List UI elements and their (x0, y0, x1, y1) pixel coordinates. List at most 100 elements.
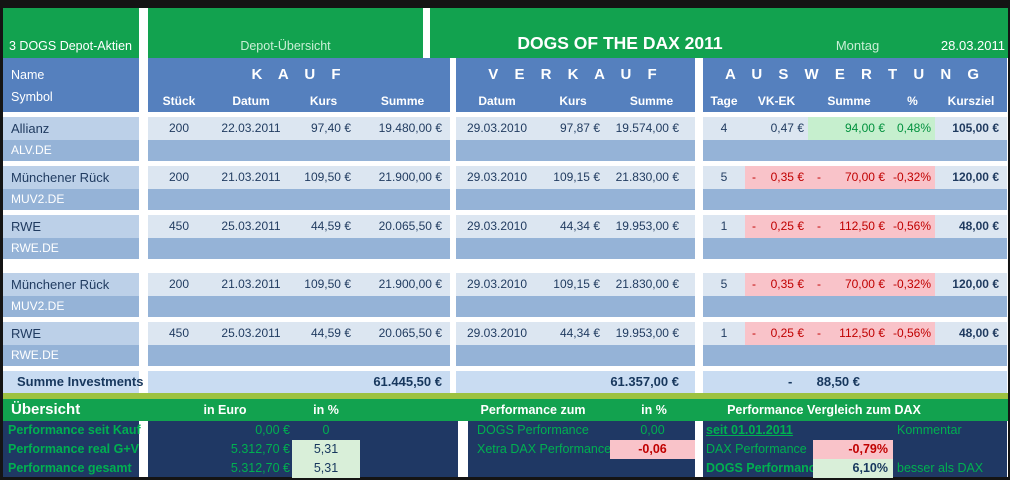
cell-ticker-symbol[interactable]: RWE.DE (11, 348, 59, 362)
main-title-cell[interactable]: DOGS OF THE DAX 2011 Montag 28.03.2011 (430, 8, 1008, 58)
cell-kauf-datum[interactable]: 25.03.2011 (221, 326, 281, 340)
dax-performance-label[interactable]: DAX Performance (706, 442, 807, 456)
cell-tage[interactable]: 1 (720, 219, 728, 233)
dogs-performance-label[interactable]: DOGS Performance (477, 423, 589, 437)
cell-tage[interactable]: 1 (720, 326, 728, 340)
auswertung-section-header[interactable]: A U S W E R T U N G (703, 58, 1007, 112)
cell-pct[interactable]: -0,56% (892, 219, 931, 233)
kauf-section-header[interactable]: K A U F (148, 58, 450, 112)
depot-count-cell[interactable]: 3 DOGS Depot-Aktien (3, 8, 139, 58)
perf-gesamt-euro[interactable]: 5.312,70 € (230, 461, 290, 475)
cell-kursziel[interactable]: 120,00 € (952, 170, 999, 184)
cell-stueck[interactable]: 450 (168, 326, 190, 340)
cell-verkauf-datum[interactable]: 29.03.2010 (466, 219, 528, 233)
perf-gesamt-pct[interactable]: 5,31 (292, 459, 360, 478)
cell-verkauf-datum[interactable]: 29.03.2010 (466, 277, 528, 291)
perf-gesamt-label[interactable]: Performance gesamt (8, 461, 132, 475)
cell-pct[interactable]: -0,32% (892, 170, 931, 184)
cell-verkauf-kurs[interactable]: 44,34 € (559, 219, 600, 233)
summary-verkauf-summe[interactable]: 61.357,00 € (610, 374, 679, 389)
verkauf-section-header[interactable]: V E R K A U F (456, 58, 695, 112)
cell-auswertung-summe[interactable]: - 112,50 € (808, 215, 890, 238)
cell-stock-name[interactable]: RWE (11, 326, 42, 341)
cell-stueck[interactable]: 450 (168, 219, 190, 233)
cell-auswertung-summe[interactable]: - 112,50 € (808, 322, 890, 345)
col-header-tage[interactable]: Tage (710, 94, 738, 108)
cell-kauf-kurs[interactable]: 44,59 € (310, 326, 351, 340)
cell-stock-name[interactable]: Münchener Rück (11, 170, 110, 185)
name-header-cell[interactable]: Name Symbol (3, 58, 139, 112)
cell-kursziel[interactable]: 48,00 € (958, 219, 999, 233)
cell-stock-name[interactable]: Allianz (11, 121, 50, 136)
cell-verkauf-kurs[interactable]: 97,87 € (559, 121, 600, 135)
cell-kauf-summe[interactable]: 19.480,00 € (378, 121, 442, 135)
cell-ticker-symbol[interactable]: MUV2.DE (11, 192, 65, 206)
cell-stueck[interactable]: 200 (168, 170, 190, 184)
cell-ticker-symbol[interactable]: ALV.DE (11, 143, 52, 157)
cell-kauf-kurs[interactable]: 109,50 € (304, 170, 351, 184)
cell-verkauf-datum[interactable]: 29.03.2010 (466, 170, 528, 184)
cell-ticker-symbol[interactable]: RWE.DE (11, 241, 59, 255)
cell-kauf-kurs[interactable]: 109,50 € (304, 277, 351, 291)
cell-vk-ek[interactable]: 0,47 € (745, 117, 808, 140)
cell-vk-ek[interactable]: -0,25 € (745, 215, 808, 238)
cell-vk-ek[interactable]: -0,25 € (745, 322, 808, 345)
cell-kauf-datum[interactable]: 22.03.2011 (221, 121, 281, 135)
dogs-vs-dax-pct[interactable]: 6,10% (813, 459, 893, 478)
since-date-label[interactable]: seit 01.01.2011 (706, 423, 793, 437)
summary-label[interactable]: Summe Investments (17, 374, 144, 389)
cell-verkauf-summe[interactable]: 21.830,00 € (615, 277, 679, 291)
cell-verkauf-summe[interactable]: 19.953,00 € (615, 219, 679, 233)
cell-stock-name[interactable]: Münchener Rück (11, 277, 110, 292)
dogs-vs-dax-label[interactable]: DOGS Performance (706, 461, 823, 475)
perf-real-gv-pct[interactable]: 5,31 (292, 440, 360, 459)
cell-pct[interactable]: -0,32% (892, 277, 931, 291)
col-header-kauf-datum[interactable]: Datum (232, 94, 270, 108)
perf-seit-kauf-euro[interactable]: 0,00 € (255, 423, 290, 437)
cell-verkauf-kurs[interactable]: 109,15 € (553, 277, 600, 291)
cell-auswertung-summe[interactable]: 94,00 € (808, 117, 890, 140)
perf-seit-kauf-label[interactable]: Performance seit Kauf (8, 423, 141, 437)
xetra-dax-performance-pct[interactable]: -0,06 (610, 440, 695, 459)
cell-ticker-symbol[interactable]: MUV2.DE (11, 299, 65, 313)
perf-real-gv-label[interactable]: Performance real G+V (8, 442, 139, 456)
cell-tage[interactable]: 5 (720, 277, 728, 291)
col-header-kauf-summe[interactable]: Summe (380, 94, 425, 108)
cell-tage[interactable]: 5 (720, 170, 728, 184)
summary-auswertung-summe[interactable]: 88,50 € (816, 374, 860, 389)
cell-kursziel[interactable]: 105,00 € (952, 121, 999, 135)
cell-kauf-kurs[interactable]: 44,59 € (310, 219, 351, 233)
perf-real-gv-euro[interactable]: 5.312,70 € (230, 442, 290, 456)
cell-pct[interactable]: 0,48% (896, 121, 931, 135)
col-header-pct[interactable]: % (907, 94, 918, 108)
col-header-verkauf-summe[interactable]: Summe (629, 94, 674, 108)
col-header-stueck[interactable]: Stück (162, 94, 196, 108)
cell-stueck[interactable]: 200 (168, 277, 190, 291)
sheet-title-cell[interactable]: Depot-Übersicht (148, 8, 423, 58)
col-header-vk-ek[interactable]: VK-EK (757, 94, 796, 108)
cell-kauf-summe[interactable]: 20.065,50 € (378, 326, 442, 340)
cell-auswertung-summe[interactable]: - 70,00 € (808, 166, 890, 189)
cell-kursziel[interactable]: 120,00 € (952, 277, 999, 291)
summary-kauf-summe[interactable]: 61.445,50 € (373, 374, 442, 389)
cell-stock-name[interactable]: RWE (11, 219, 42, 234)
cell-kauf-datum[interactable]: 21.03.2011 (221, 170, 281, 184)
cell-verkauf-kurs[interactable]: 44,34 € (559, 326, 600, 340)
cell-verkauf-summe[interactable]: 21.830,00 € (615, 170, 679, 184)
col-header-verkauf-datum[interactable]: Datum (478, 94, 516, 108)
col-header-verkauf-kurs[interactable]: Kurs (559, 94, 587, 108)
cell-verkauf-summe[interactable]: 19.574,00 € (615, 121, 679, 135)
cell-pct[interactable]: -0,56% (892, 326, 931, 340)
dogs-performance-pct[interactable]: 0,00 (640, 423, 665, 437)
dax-performance-pct[interactable]: -0,79% (813, 440, 893, 459)
perf-seit-kauf-pct[interactable]: 0 (322, 423, 330, 437)
cell-tage[interactable]: 4 (720, 121, 728, 135)
cell-verkauf-summe[interactable]: 19.953,00 € (615, 326, 679, 340)
cell-vk-ek[interactable]: -0,35 € (745, 166, 808, 189)
cell-kauf-datum[interactable]: 21.03.2011 (221, 277, 281, 291)
cell-stueck[interactable]: 200 (168, 121, 190, 135)
cell-kursziel[interactable]: 48,00 € (958, 326, 999, 340)
cell-verkauf-kurs[interactable]: 109,15 € (553, 170, 600, 184)
cell-kauf-summe[interactable]: 21.900,00 € (378, 170, 442, 184)
col-header-kauf-kurs[interactable]: Kurs (309, 94, 338, 108)
